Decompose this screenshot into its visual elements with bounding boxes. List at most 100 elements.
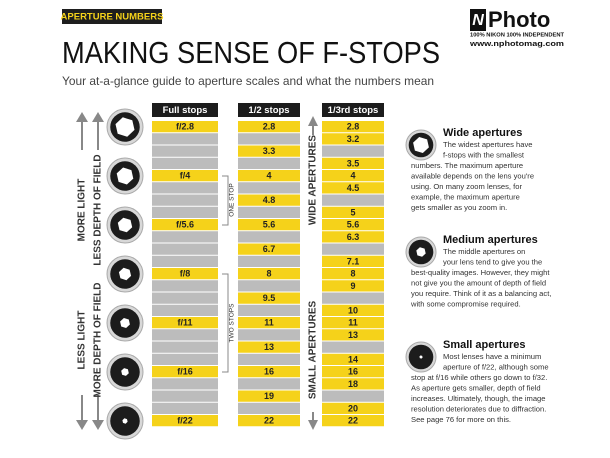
cell xyxy=(322,206,384,218)
cell xyxy=(322,133,384,145)
cell xyxy=(152,402,218,414)
cell xyxy=(322,415,384,427)
note-heading: Small apertures xyxy=(443,339,526,351)
logo-name: Photo xyxy=(488,7,550,32)
note-text: best-quality images. However, they might xyxy=(411,268,550,277)
cell xyxy=(152,353,218,365)
cell xyxy=(152,255,218,267)
cell xyxy=(238,133,300,145)
tag-bar xyxy=(62,9,162,24)
side-label: LESS LIGHT xyxy=(77,311,88,370)
cell-text: 22 xyxy=(264,416,274,426)
cell-text: 3.5 xyxy=(347,158,360,168)
range-label: SMALL APERTURES xyxy=(308,301,319,400)
cell xyxy=(152,341,218,353)
aperture-opening xyxy=(419,355,423,359)
note-text: Most lenses have a minimum xyxy=(443,352,541,361)
cell-text: 11 xyxy=(348,318,358,328)
cell-text: 2.8 xyxy=(263,122,276,132)
note-text: The widest apertures have xyxy=(443,140,533,149)
range-arrows xyxy=(308,116,318,430)
logo-url: www.nphotomag.com xyxy=(469,39,565,48)
cell xyxy=(152,378,218,390)
cell-text: 2.8 xyxy=(347,122,360,132)
cell-text: 3.2 xyxy=(347,134,360,144)
note-text: As aperture gets smaller, depth of field xyxy=(411,384,541,393)
bracket xyxy=(222,175,229,226)
cell-text: 3.3 xyxy=(263,146,276,156)
cell xyxy=(152,145,218,157)
cell xyxy=(152,292,218,304)
cell xyxy=(152,231,218,243)
cell-text: 22 xyxy=(348,416,358,426)
cell xyxy=(322,353,384,365)
title: MAKING SENSE OF F-STOPS xyxy=(62,35,440,70)
cell xyxy=(152,182,218,194)
bracket-label: ONE STOP xyxy=(229,183,236,216)
note-text: increases. Ultimately, though, the image xyxy=(411,394,546,403)
cell-text: f/11 xyxy=(177,318,192,328)
cell xyxy=(322,194,384,206)
cell xyxy=(322,121,384,133)
cell-text: 6.7 xyxy=(263,244,276,254)
cell-text: 5.6 xyxy=(263,220,276,230)
note-text: not give you the amount of depth of fiel… xyxy=(411,279,546,288)
cell xyxy=(238,121,300,133)
note-text: resolution deteriorates due to diffracti… xyxy=(411,405,546,414)
cell-text: 14 xyxy=(348,354,358,364)
cell xyxy=(152,157,218,169)
column-header-bar xyxy=(238,103,300,117)
cell xyxy=(322,402,384,414)
cell-text: 5 xyxy=(350,207,355,217)
logo-box xyxy=(470,9,486,31)
cell-text: 20 xyxy=(348,403,358,413)
aperture-opening xyxy=(120,318,130,328)
cell xyxy=(322,292,384,304)
cell-text: 9.5 xyxy=(263,293,276,303)
cell xyxy=(238,170,300,182)
cell xyxy=(322,341,384,353)
cell-text: 9 xyxy=(350,281,355,291)
cell-text: 18 xyxy=(348,379,358,389)
logo-tagline: 100% NIKON 100% INDEPENDENT xyxy=(470,32,565,38)
cell xyxy=(322,243,384,255)
cell xyxy=(322,170,384,182)
cell xyxy=(152,194,218,206)
aperture-opening xyxy=(118,267,132,281)
cell xyxy=(322,378,384,390)
logo-letter: N xyxy=(472,12,484,29)
cell xyxy=(152,170,218,182)
cell xyxy=(152,268,218,280)
aperture-opening xyxy=(116,167,134,185)
cell-text: 8 xyxy=(266,269,271,279)
cell xyxy=(322,157,384,169)
cell-text: 13 xyxy=(348,330,358,340)
cell-text: 8 xyxy=(350,269,355,279)
cell xyxy=(238,304,300,316)
aperture-opening xyxy=(115,117,135,137)
side-arrows xyxy=(76,112,104,430)
cell xyxy=(238,255,300,267)
note-heading: Medium apertures xyxy=(443,234,538,246)
cell-text: f/22 xyxy=(177,416,193,426)
cell xyxy=(238,219,300,231)
note-text: your lens tend to give you the xyxy=(443,258,542,267)
cell-text: 19 xyxy=(264,391,274,401)
note-text: with some compromise required. xyxy=(410,300,521,309)
cell-text: f/4 xyxy=(180,171,191,181)
cell-text: f/8 xyxy=(180,269,191,279)
cell xyxy=(152,304,218,316)
cell xyxy=(322,231,384,243)
bracket xyxy=(222,273,229,373)
note-text: gets smaller as you zoom in. xyxy=(411,203,507,212)
cell xyxy=(152,280,218,292)
range-label: WIDE APERTURES xyxy=(308,135,319,226)
cell xyxy=(322,304,384,316)
column-header-bar xyxy=(322,103,384,117)
note-text: example, the maximum aperture xyxy=(411,193,520,202)
cell xyxy=(152,121,218,133)
cell-text: 4 xyxy=(350,171,355,181)
cell-text: f/5.6 xyxy=(176,220,194,230)
column-header-bar xyxy=(152,103,218,117)
